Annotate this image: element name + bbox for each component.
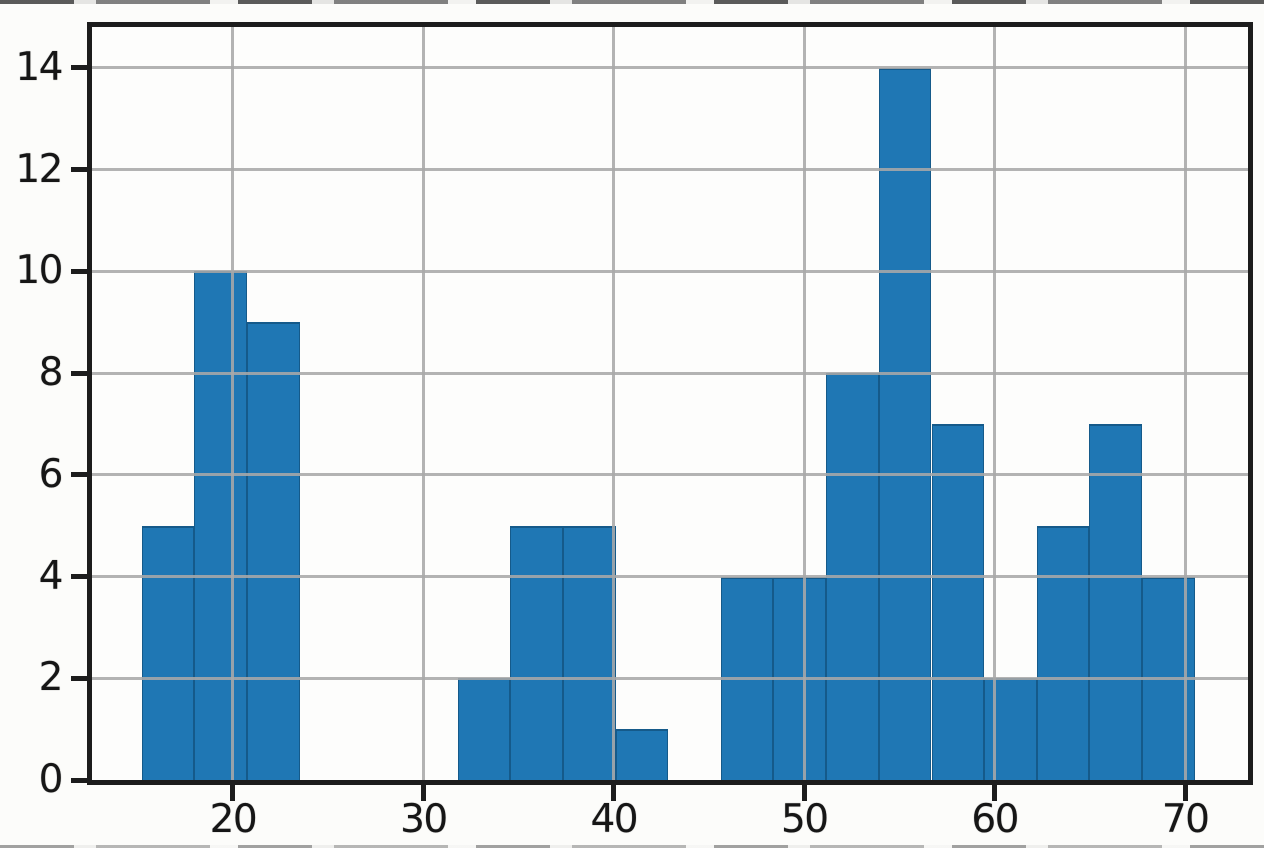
x-tick-mark-40 [611,784,617,801]
y-tick-label-6: 6 [38,451,64,497]
histogram-bar-2 [246,322,300,780]
y-tick-mark-2 [71,675,88,681]
y-gridline-14 [92,66,1248,70]
histogram-bar-14 [878,67,932,780]
histogram-bar-15 [931,423,985,780]
histogram-bar-8 [562,525,616,780]
histogram-bar-16 [984,678,1037,780]
x-gridline-50 [802,27,806,780]
histogram-bar-6 [457,678,511,780]
histogram-bar-18 [1089,423,1143,780]
x-tick-mark-20 [230,784,236,801]
y-tick-mark-0 [71,777,88,783]
x-tick-mark-50 [801,784,807,801]
x-tick-label-50: 50 [780,797,829,842]
y-gridline-12 [92,168,1248,171]
x-tick-label-40: 40 [590,797,638,842]
y-gridline-4 [92,575,1248,578]
y-gridline-2 [92,676,1248,680]
y-tick-label-10: 10 [15,248,63,294]
x-gridline-30 [421,27,425,780]
x-gridline-60 [993,27,997,780]
y-tick-mark-6 [71,472,88,478]
histogram-bar-17 [1036,525,1090,780]
y-tick-label-8: 8 [38,350,64,395]
x-tick-mark-60 [992,784,998,801]
y-gridline-6 [92,473,1248,477]
x-gridline-70 [1183,27,1187,780]
x-tick-label-70: 70 [1161,797,1210,842]
y-tick-mark-8 [71,370,88,376]
y-tick-mark-10 [71,268,88,274]
y-gridline-8 [92,371,1248,375]
y-gridline-10 [92,269,1248,273]
y-tick-label-14: 14 [15,44,63,90]
histogram-bar-9 [615,729,669,780]
x-gridline-20 [231,27,235,780]
x-tick-mark-70 [1182,784,1188,801]
y-tick-label-12: 12 [15,146,63,192]
histogram-bar-7 [510,525,563,780]
y-tick-label-0: 0 [38,757,64,802]
histogram-bar-0 [141,525,195,780]
x-gridline-40 [612,27,616,780]
y-tick-label-2: 2 [38,655,64,701]
histogram-bar-1 [194,271,247,780]
y-tick-label-4: 4 [38,553,64,599]
x-tick-label-30: 30 [400,797,448,842]
x-tick-mark-30 [420,784,426,801]
y-tick-mark-14 [71,65,88,71]
x-tick-label-60: 60 [971,797,1019,842]
x-tick-label-20: 20 [209,797,258,842]
y-tick-mark-12 [71,167,88,172]
y-tick-mark-4 [71,574,88,579]
